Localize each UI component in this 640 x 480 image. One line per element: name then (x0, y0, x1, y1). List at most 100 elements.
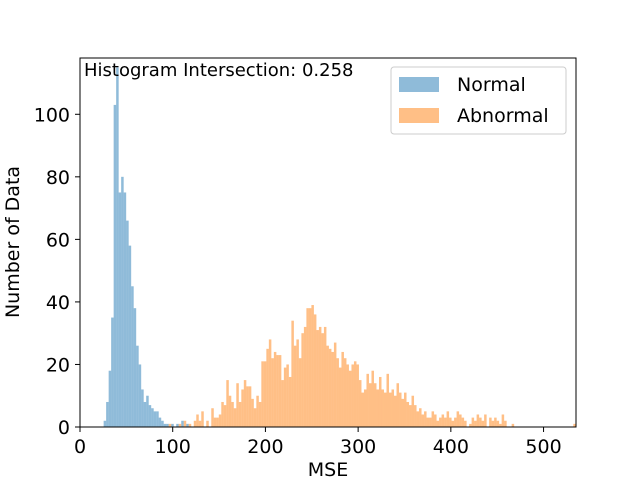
bar-abnormal (366, 373, 369, 427)
bar-abnormal (213, 417, 217, 427)
bar-abnormal (384, 392, 387, 427)
plot-frame (79, 57, 577, 428)
bar-abnormal (481, 420, 485, 427)
bar-abnormal (426, 417, 430, 427)
bar-abnormal (386, 373, 389, 427)
bar-abnormal (451, 420, 455, 427)
bar-abnormal (484, 414, 487, 427)
bar-abnormal (296, 339, 299, 427)
x-tick-label: 500 (525, 436, 561, 458)
bar-abnormal (236, 383, 239, 427)
bar-abnormal (313, 314, 317, 427)
bar-normal (153, 411, 157, 427)
bar-abnormal (288, 376, 292, 427)
series-abnormal (168, 305, 576, 427)
y-tick-label: 80 (46, 167, 70, 189)
bar-abnormal (394, 395, 397, 427)
bar-abnormal (248, 386, 252, 427)
bar-abnormal (238, 401, 242, 427)
bar-normal (138, 364, 142, 427)
bar-abnormal (271, 358, 274, 427)
bar-abnormal (321, 333, 324, 427)
bar-abnormal (306, 308, 309, 427)
bar-abnormal (489, 417, 492, 427)
bar-abnormal (196, 414, 199, 427)
bar-normal (103, 420, 107, 427)
bar-abnormal (373, 383, 377, 427)
bar-abnormal (278, 355, 282, 427)
bar-abnormal (436, 420, 440, 427)
bar-abnormal (419, 408, 422, 427)
bar-abnormal (233, 408, 237, 427)
y-tick-label: 100 (34, 104, 70, 126)
bar-abnormal (291, 320, 294, 427)
y-axis-label: Number of Data (2, 166, 24, 318)
bar-normal (158, 417, 162, 427)
legend: Normal Abnormal (390, 66, 567, 135)
bar-abnormal (343, 358, 347, 427)
legend-swatch-normal (399, 77, 439, 92)
bar-abnormal (261, 361, 264, 427)
bar-normal (146, 395, 149, 427)
bar-abnormal (424, 411, 427, 427)
bar-abnormal (303, 326, 307, 427)
bar-abnormal (378, 376, 382, 427)
bar-normal (181, 420, 184, 427)
bar-normal (106, 401, 109, 427)
ticks-layer: 0 100 200 300 400 500 0 20 40 60 80 100 (34, 104, 562, 458)
bar-abnormal (371, 370, 374, 427)
bar-normal (176, 423, 179, 427)
bar-normal (171, 423, 174, 427)
bar-abnormal (501, 414, 505, 427)
bar-abnormal (474, 420, 477, 427)
bar-abnormal (276, 355, 279, 427)
bar-abnormal (333, 342, 337, 427)
bar-abnormal (311, 305, 314, 427)
bar-abnormal (286, 364, 289, 427)
bar-normal (118, 192, 122, 427)
y-tick-label: 40 (46, 292, 70, 314)
bar-abnormal (429, 417, 432, 427)
bar-abnormal (308, 308, 312, 427)
bar-abnormal (459, 414, 462, 427)
bar-abnormal (434, 414, 437, 427)
bar-abnormal (404, 392, 407, 427)
bar-abnormal (376, 389, 379, 427)
bar-abnormal (231, 401, 234, 427)
bar-abnormal (243, 380, 247, 427)
bar-abnormal (258, 401, 262, 427)
bar-abnormal (293, 345, 297, 427)
bar-abnormal (411, 395, 415, 427)
bar-abnormal (226, 380, 229, 427)
bar-abnormal (421, 414, 425, 427)
bar-abnormal (283, 367, 287, 427)
bar-abnormal (444, 417, 447, 427)
bar-abnormal (206, 420, 209, 427)
bar-abnormal (221, 401, 224, 427)
bar-abnormal (328, 348, 332, 427)
bar-normal (163, 423, 167, 427)
bar-abnormal (256, 395, 259, 427)
bar-abnormal (168, 423, 172, 427)
bar-abnormal (218, 414, 222, 427)
legend-swatch-abnormal (399, 108, 439, 123)
bar-normal (108, 370, 112, 427)
bar-normal (161, 420, 164, 427)
bar-abnormal (439, 417, 442, 427)
bar-abnormal (201, 411, 204, 427)
series-normal (103, 67, 189, 427)
legend-label-normal: Normal (457, 74, 526, 96)
x-axis-label: MSE (308, 459, 348, 480)
bar-abnormal (431, 411, 435, 427)
x-tick-label: 400 (433, 436, 469, 458)
x-tick-label: 300 (340, 436, 376, 458)
bar-abnormal (401, 398, 405, 427)
bar-abnormal (454, 417, 457, 427)
bar-normal (166, 423, 169, 427)
x-tick-label: 0 (74, 436, 86, 458)
bar-normal (128, 245, 132, 427)
bar-abnormal (346, 364, 349, 427)
bar-abnormal (356, 364, 359, 427)
bar-abnormal (479, 417, 482, 427)
